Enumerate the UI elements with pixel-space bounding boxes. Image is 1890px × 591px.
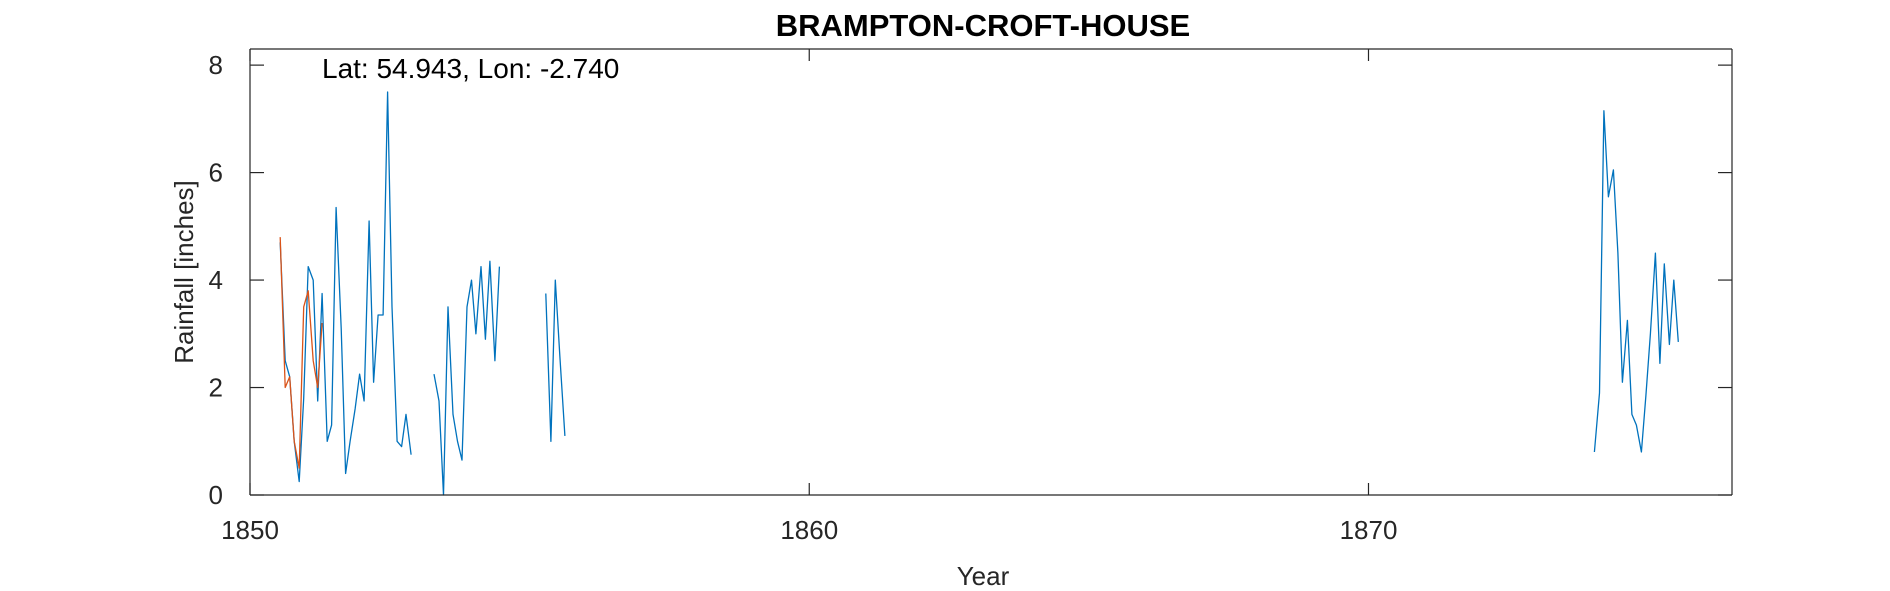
location-annotation: Lat: 54.943, Lon: -2.740	[322, 53, 619, 84]
x-tick-label-1870: 1870	[1340, 515, 1398, 545]
y-tick-label-6: 6	[209, 158, 223, 188]
series-1-segment-3	[545, 279, 566, 442]
x-tick-label-1850: 1850	[221, 515, 279, 545]
series-1-segment-4	[1593, 110, 1679, 453]
axes-layer: 1850 1860 1870 0 2 4 6 8	[209, 48, 1733, 545]
x-axis-label: Year	[957, 561, 1010, 591]
y-tick-label-2: 2	[209, 373, 223, 403]
x-tick-label-1860: 1860	[780, 515, 838, 545]
series-1-segment-2	[433, 260, 501, 496]
y-tick-label-0: 0	[209, 480, 223, 510]
series-1-segment-1	[279, 91, 412, 483]
series-layer	[279, 91, 1679, 496]
chart-title: BRAMPTON-CROFT-HOUSE	[776, 8, 1190, 43]
plot-area	[250, 49, 1732, 495]
series-2-segment-1	[279, 237, 323, 469]
y-tick-label-4: 4	[209, 265, 223, 295]
y-tick-label-8: 8	[209, 50, 223, 80]
y-axis-label: Rainfall [inches]	[169, 180, 199, 364]
